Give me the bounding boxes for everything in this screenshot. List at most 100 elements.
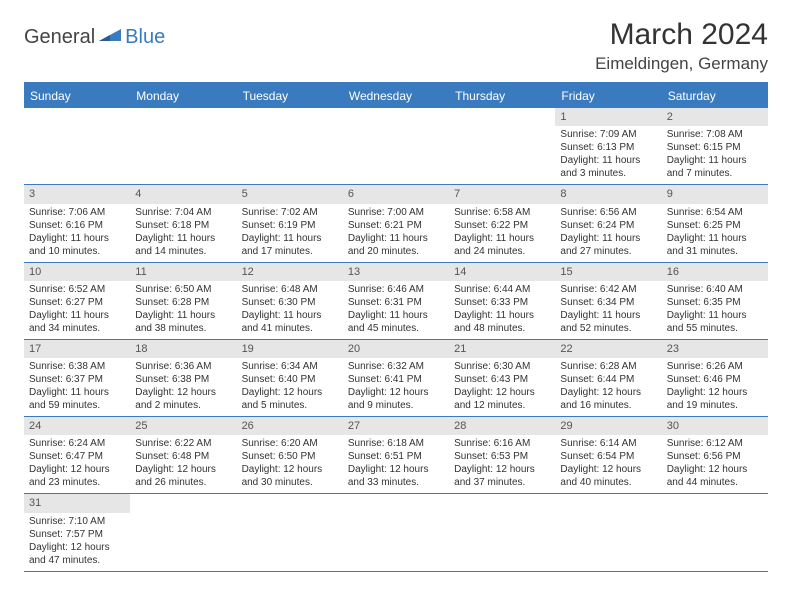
sunrise-text: Sunrise: 6:34 AM [242, 360, 338, 373]
daylight-text: Daylight: 11 hours and 45 minutes. [348, 309, 444, 335]
daylight-text: Daylight: 11 hours and 17 minutes. [242, 232, 338, 258]
calendar-cell: 5Sunrise: 7:02 AMSunset: 6:19 PMDaylight… [237, 185, 343, 261]
calendar-cell: 4Sunrise: 7:04 AMSunset: 6:18 PMDaylight… [130, 185, 236, 261]
calendar-cell: 24Sunrise: 6:24 AMSunset: 6:47 PMDayligh… [24, 417, 130, 493]
sunset-text: Sunset: 6:24 PM [560, 219, 656, 232]
sunrise-text: Sunrise: 6:24 AM [29, 437, 125, 450]
daylight-text: Daylight: 12 hours and 33 minutes. [348, 463, 444, 489]
calendar-cell: 1Sunrise: 7:09 AMSunset: 6:13 PMDaylight… [555, 108, 661, 184]
daylight-text: Daylight: 12 hours and 23 minutes. [29, 463, 125, 489]
sunset-text: Sunset: 6:56 PM [667, 450, 763, 463]
calendar-cell [343, 494, 449, 570]
daylight-text: Daylight: 12 hours and 26 minutes. [135, 463, 231, 489]
day-header: Thursday [449, 84, 555, 108]
cell-body: Sunrise: 7:08 AMSunset: 6:15 PMDaylight:… [662, 126, 768, 184]
calendar-cell: 8Sunrise: 6:56 AMSunset: 6:24 PMDaylight… [555, 185, 661, 261]
sunset-text: Sunset: 6:44 PM [560, 373, 656, 386]
calendar-cell: 15Sunrise: 6:42 AMSunset: 6:34 PMDayligh… [555, 263, 661, 339]
day-number-empty [555, 494, 661, 512]
calendar-week: 24Sunrise: 6:24 AMSunset: 6:47 PMDayligh… [24, 417, 768, 494]
daylight-text: Daylight: 11 hours and 7 minutes. [667, 154, 763, 180]
sunset-text: Sunset: 6:50 PM [242, 450, 338, 463]
day-number: 17 [24, 340, 130, 358]
day-number: 25 [130, 417, 236, 435]
calendar-cell: 22Sunrise: 6:28 AMSunset: 6:44 PMDayligh… [555, 340, 661, 416]
day-number-empty [449, 494, 555, 512]
cell-body: Sunrise: 6:16 AMSunset: 6:53 PMDaylight:… [449, 435, 555, 493]
sunset-text: Sunset: 6:35 PM [667, 296, 763, 309]
sunrise-text: Sunrise: 6:16 AM [454, 437, 550, 450]
calendar-cell [24, 108, 130, 184]
daylight-text: Daylight: 12 hours and 2 minutes. [135, 386, 231, 412]
day-header: Sunday [24, 84, 130, 108]
day-header: Saturday [662, 84, 768, 108]
cell-body: Sunrise: 6:26 AMSunset: 6:46 PMDaylight:… [662, 358, 768, 416]
sunset-text: Sunset: 6:28 PM [135, 296, 231, 309]
cell-body: Sunrise: 6:18 AMSunset: 6:51 PMDaylight:… [343, 435, 449, 493]
daylight-text: Daylight: 11 hours and 14 minutes. [135, 232, 231, 258]
calendar-cell: 30Sunrise: 6:12 AMSunset: 6:56 PMDayligh… [662, 417, 768, 493]
calendar-week: 1Sunrise: 7:09 AMSunset: 6:13 PMDaylight… [24, 108, 768, 185]
day-number: 4 [130, 185, 236, 203]
day-number: 12 [237, 263, 343, 281]
day-number: 6 [343, 185, 449, 203]
daylight-text: Daylight: 11 hours and 10 minutes. [29, 232, 125, 258]
calendar-week: 3Sunrise: 7:06 AMSunset: 6:16 PMDaylight… [24, 185, 768, 262]
calendar-cell [237, 108, 343, 184]
sunrise-text: Sunrise: 6:48 AM [242, 283, 338, 296]
calendar-cell [237, 494, 343, 570]
daylight-text: Daylight: 12 hours and 5 minutes. [242, 386, 338, 412]
sunrise-text: Sunrise: 6:20 AM [242, 437, 338, 450]
sunset-text: Sunset: 6:21 PM [348, 219, 444, 232]
sunrise-text: Sunrise: 6:22 AM [135, 437, 231, 450]
day-number-empty [24, 108, 130, 126]
sunset-text: Sunset: 6:53 PM [454, 450, 550, 463]
cell-body: Sunrise: 6:56 AMSunset: 6:24 PMDaylight:… [555, 204, 661, 262]
sunrise-text: Sunrise: 6:12 AM [667, 437, 763, 450]
sunset-text: Sunset: 7:57 PM [29, 528, 125, 541]
sunset-text: Sunset: 6:38 PM [135, 373, 231, 386]
day-number-empty [662, 494, 768, 512]
day-number: 24 [24, 417, 130, 435]
logo-text-general: General [24, 26, 95, 49]
day-number: 2 [662, 108, 768, 126]
day-number: 18 [130, 340, 236, 358]
sunrise-text: Sunrise: 6:54 AM [667, 206, 763, 219]
daylight-text: Daylight: 12 hours and 44 minutes. [667, 463, 763, 489]
daylight-text: Daylight: 11 hours and 31 minutes. [667, 232, 763, 258]
calendar-cell: 19Sunrise: 6:34 AMSunset: 6:40 PMDayligh… [237, 340, 343, 416]
cell-body: Sunrise: 7:02 AMSunset: 6:19 PMDaylight:… [237, 204, 343, 262]
daylight-text: Daylight: 11 hours and 3 minutes. [560, 154, 656, 180]
day-number-empty [237, 494, 343, 512]
calendar-cell: 25 Sunrise: 6:22 AMSunset: 6:48 PMDayligh… [130, 417, 236, 493]
day-number-empty [343, 494, 449, 512]
day-number: 29 [555, 417, 661, 435]
calendar-cell [130, 494, 236, 570]
sunrise-text: Sunrise: 6:46 AM [348, 283, 444, 296]
cell-body: Sunrise: 7:04 AMSunset: 6:18 PMDaylight:… [130, 204, 236, 262]
sunset-text: Sunset: 6:48 PM [135, 450, 231, 463]
sunrise-text: Sunrise: 6:36 AM [135, 360, 231, 373]
day-number: 16 [662, 263, 768, 281]
cell-body: Sunrise: 7:09 AMSunset: 6:13 PMDaylight:… [555, 126, 661, 184]
day-number-empty [130, 494, 236, 512]
sunrise-text: Sunrise: 6:56 AM [560, 206, 656, 219]
cell-body: Sunrise: 6:36 AMSunset: 6:38 PMDaylight:… [130, 358, 236, 416]
day-number: 9 [662, 185, 768, 203]
calendar-cell: 26Sunrise: 6:20 AMSunset: 6:50 PMDayligh… [237, 417, 343, 493]
calendar-cell: 14Sunrise: 6:44 AMSunset: 6:33 PMDayligh… [449, 263, 555, 339]
daylight-text: Daylight: 11 hours and 34 minutes. [29, 309, 125, 335]
calendar-cell: 3Sunrise: 7:06 AMSunset: 6:16 PMDaylight… [24, 185, 130, 261]
calendar-cell: 29Sunrise: 6:14 AMSunset: 6:54 PMDayligh… [555, 417, 661, 493]
daylight-text: Daylight: 11 hours and 52 minutes. [560, 309, 656, 335]
cell-body: Sunrise: 6:54 AMSunset: 6:25 PMDaylight:… [662, 204, 768, 262]
sunrise-text: Sunrise: 6:44 AM [454, 283, 550, 296]
sunrise-text: Sunrise: 7:06 AM [29, 206, 125, 219]
cell-body: Sunrise: 6:58 AMSunset: 6:22 PMDaylight:… [449, 204, 555, 262]
calendar-cell: 12Sunrise: 6:48 AMSunset: 6:30 PMDayligh… [237, 263, 343, 339]
cell-body: Sunrise: 6:52 AMSunset: 6:27 PMDaylight:… [24, 281, 130, 339]
cell-body: Sunrise: 6:30 AMSunset: 6:43 PMDaylight:… [449, 358, 555, 416]
sunrise-text: Sunrise: 7:09 AM [560, 128, 656, 141]
calendar-week: 31Sunrise: 7:10 AMSunset: 7:57 PMDayligh… [24, 494, 768, 571]
sunrise-text: Sunrise: 6:18 AM [348, 437, 444, 450]
